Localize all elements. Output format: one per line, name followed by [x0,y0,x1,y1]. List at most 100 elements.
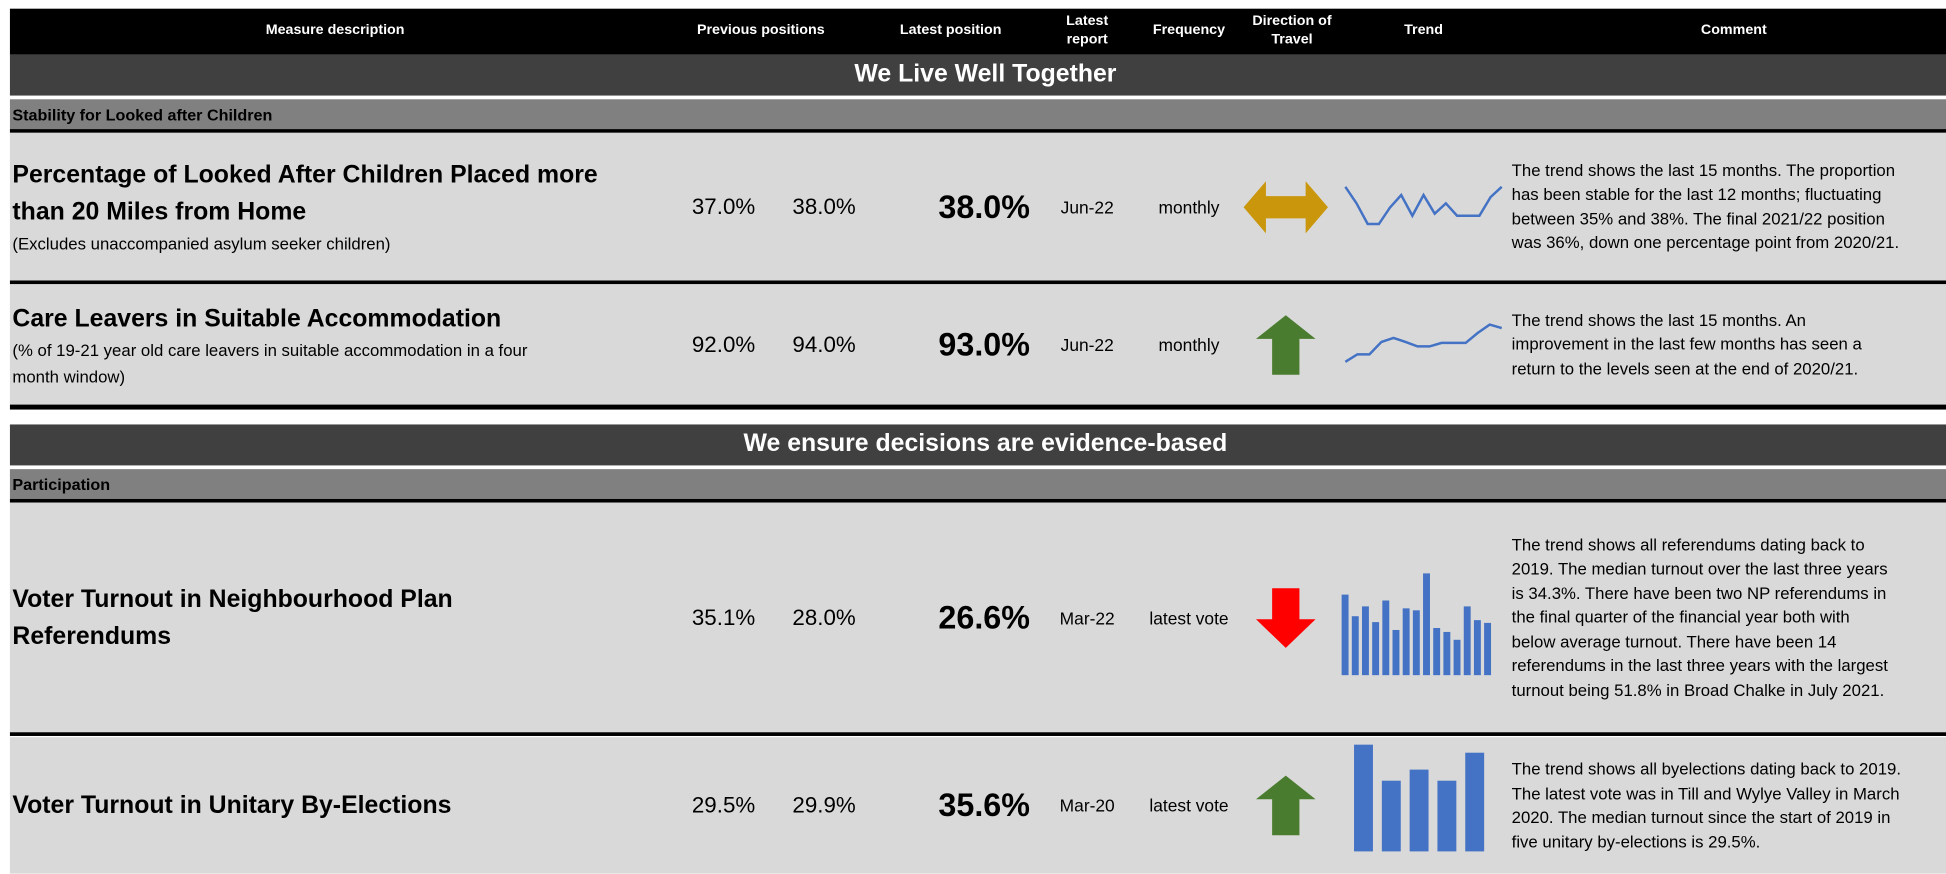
measure: Care Leavers in Suitable Accommodation (%… [12,284,527,404]
subsection-title: Participation [12,475,111,494]
rule [9,498,1946,503]
measure-title: Percentage of Looked After Children Plac… [12,156,597,230]
previous-value: 37.0% [691,193,756,219]
row-bg [9,284,1946,405]
comment-line: 2020. The median turnout since the start… [1511,807,1891,827]
direction-arrow [1243,180,1328,233]
latest-value: 93.0% [938,325,1030,363]
comment-line: is 34.3%. There have been two NP referen… [1511,583,1887,603]
measure-note-line: (Excludes unaccompanied asylum seeker ch… [12,234,391,254]
arrow-shape [1243,180,1328,233]
comment: The trend shows the last 15 months. An im… [1512,308,1862,381]
comment: The trend shows all byelections dating b… [1512,757,1901,854]
trend-bar [1354,744,1373,852]
column-header-line: Travel [1271,32,1313,48]
measure: Voter Turnout in Neighbourhood Plan Refer… [12,503,452,733]
measure-title: Voter Turnout in Neighbourhood Plan Refer… [12,580,452,654]
comment-line: referendums in the last three years with… [1511,656,1888,675]
column-header: Latest report [1066,12,1108,49]
trend-bar [1341,594,1349,676]
trend-bar [1463,606,1471,676]
comment-line: The trend shows the last 15 months. An [1511,310,1806,330]
column-header: Previous positions [697,22,825,41]
latest-report: Mar-20 [1059,795,1115,816]
column-header: Direction of Travel [1252,12,1331,49]
rule [9,129,1946,133]
comment-line: five unitary by-elections is 29.5%. [1511,832,1761,851]
direction-arrow [1255,775,1316,836]
latest-value: 38.0% [938,187,1030,225]
latest-value: 26.6% [938,598,1030,636]
column-header-line: Latest position [899,22,1002,38]
previous-value: 29.9% [792,792,856,818]
column-header-line: Direction of [1252,13,1332,29]
trend-line [1344,185,1503,226]
trend-bar [1433,628,1441,676]
latest-report: Jun-22 [1060,196,1114,217]
measure-note: (% of 19-21 year old care leavers in sui… [12,337,527,389]
arrow-shape [1255,314,1316,375]
arrow-shape [1255,587,1316,648]
column-header: Latest position [900,22,1001,41]
section-title: We Live Well Together [854,60,1117,88]
section-bar [9,54,1946,96]
column-header-line: Frequency [1152,22,1226,38]
trend-bar [1484,622,1492,676]
subsection-title: Stability for Looked after Children [12,105,273,125]
trend-chart [1344,185,1503,226]
trend-bar [1361,606,1369,676]
trend-bar [1423,573,1430,676]
frequency: monthly [1158,196,1220,217]
row-bg [9,737,1946,874]
measure-title: Voter Turnout in Unitary By-Elections [12,787,451,824]
measure-title-line: Percentage of Looked After Children Plac… [12,161,598,189]
trend-bar [1453,639,1461,676]
measure: Percentage of Looked After Children Plac… [12,133,597,281]
trend-bar [1402,608,1410,676]
trend-bar [1443,631,1451,676]
measure-title-line: Voter Turnout in Unitary By-Elections [12,791,452,820]
previous-value: 38.0% [792,193,856,219]
column-header: Measure description [266,22,405,41]
comment: The trend shows the last 15 months. The … [1512,158,1899,255]
direction-arrow [1255,314,1316,375]
column-header: Comment [1701,22,1767,41]
comment-line: has been stable for the last 12 months; … [1511,184,1882,204]
previous-value: 29.5% [691,792,756,818]
column-header: Trend [1404,22,1443,41]
comment-line: The latest vote was in Till and Wylye Va… [1511,783,1900,803]
latest-value: 35.6% [938,786,1030,824]
measure: Voter Turnout in Unitary By-Elections [12,737,451,874]
column-header-line: Measure description [265,22,405,38]
latest-report: Jun-22 [1060,334,1114,355]
trend-bar [1381,780,1401,852]
column-header-line: Latest [1066,13,1109,29]
column-header-line: Trend [1404,22,1443,38]
comment-line: below average turnout. There have been 1… [1511,632,1837,651]
section-title: We ensure decisions are evidence-based [743,430,1228,458]
comment-line: The trend shows all referendums dating b… [1511,535,1865,554]
comment-line: improvement in the last few months has s… [1511,334,1862,354]
previous-value: 28.0% [792,604,856,630]
row-bg [9,132,1946,281]
subsection-bar [9,469,1946,499]
trend-bar [1372,622,1380,676]
trend-bar [1473,620,1481,676]
measure-title-line: than 20 Miles from Home [12,198,307,226]
trend-bar [1409,769,1429,852]
column-header-line: Comment [1700,22,1767,38]
trend-chart [1344,323,1503,363]
comment-line: 2019. The median turnout over the last t… [1511,559,1888,579]
header-bar [9,8,1946,55]
rule [9,280,1946,285]
trend-bar [1437,780,1457,852]
trend-bar [1465,752,1485,852]
measure-title-line: Voter Turnout in Neighbourhood Plan [12,585,453,613]
measure-title-line: Referendums [12,622,172,650]
comment-line: was 36%, down one percentage point from … [1511,233,1900,252]
previous-value: 35.1% [691,604,756,630]
comment-line: return to the levels seen at the end of … [1511,358,1859,378]
comment-line: between 35% and 38%. The final 2021/22 p… [1511,209,1885,228]
rule [9,404,1946,410]
